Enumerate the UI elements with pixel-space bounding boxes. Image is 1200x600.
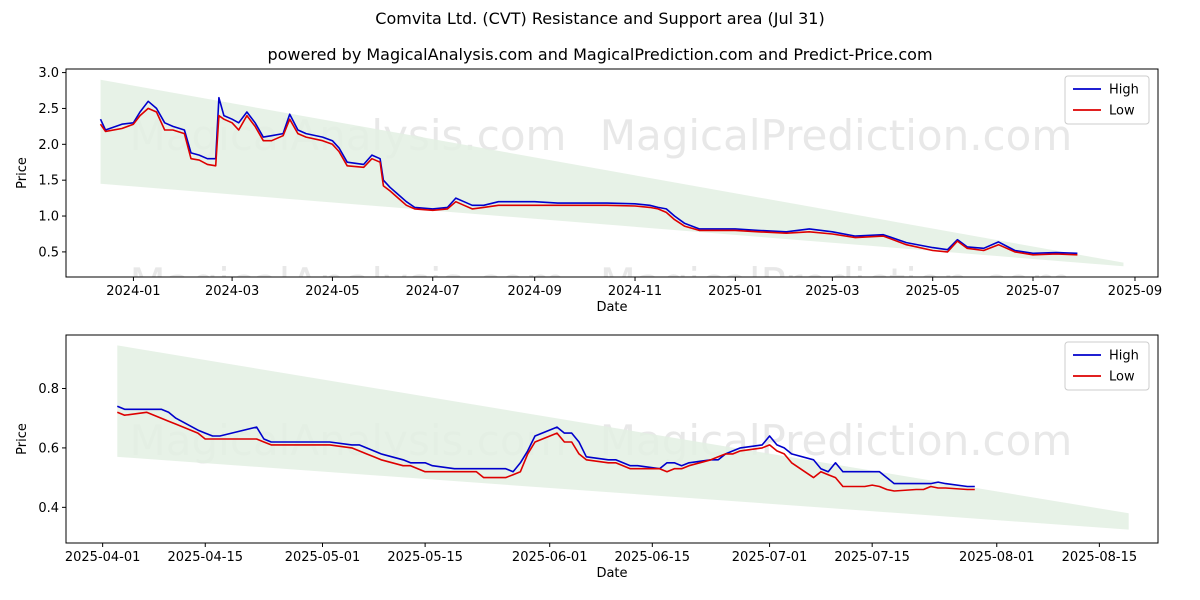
x-tick-label: 2025-03 [805,284,859,299]
y-axis-label: Price [15,423,30,455]
watermark-text: MagicalAnalysis.com [130,259,567,308]
chart-subtitle: powered by MagicalAnalysis.com and Magic… [267,45,933,64]
support-resistance-band [100,79,1124,267]
x-tick-label: 2025-09 [1108,284,1162,299]
x-axis-label: Date [596,566,627,581]
y-tick-label: 0.4 [38,501,59,516]
y-tick-label: 2.0 [38,138,59,153]
x-tick-label: 2025-06-01 [512,550,588,565]
legend-box [1064,75,1150,125]
legend-label-low: Low [1109,370,1135,385]
x-tick-label: 2024-09 [508,284,562,299]
y-tick-label: 1.0 [38,210,59,225]
legend-box [1064,341,1150,391]
chart-panel-1: MagicalAnalysis.com MagicalPrediction.com… [15,66,1162,315]
high-series-line [99,96,1078,255]
legend-label-high: High [1109,349,1139,364]
x-tick-label: 2024-03 [205,284,259,299]
low-series-line [99,107,1078,256]
x-tick-label: 2024-01 [106,284,160,299]
support-resistance-band [117,345,1129,530]
x-tick-label: 2025-07 [1006,284,1060,299]
x-tick-label: 2025-04-01 [65,550,141,565]
x-tick-label: 2025-05 [906,284,960,299]
plot-frame [65,68,1159,278]
high-series-line [116,405,975,488]
x-tick-label: 2025-08-15 [1062,550,1138,565]
chart-panel-2: MagicalAnalysis.comMagicalPrediction.com… [15,334,1159,581]
x-tick-label: 2024-11 [608,284,662,299]
plot-frame [65,334,1159,544]
x-tick-label: 2025-07-01 [732,550,808,565]
legend: High Low [1064,341,1150,391]
watermark-text: MagicalPrediction.com [600,111,1073,160]
x-tick-label: 2025-07-15 [834,550,910,565]
legend: High Low [1064,75,1150,125]
chart-title: Comvita Ltd. (CVT) Resistance and Suppor… [375,9,825,28]
legend-label-low: Low [1109,104,1135,119]
y-tick-label: 0.6 [38,441,59,456]
x-axis-label: Date [596,300,627,315]
y-tick-label: 0.8 [38,382,59,397]
y-axis-label: Price [15,157,30,189]
x-tick-label: 2024-05 [305,284,359,299]
y-tick-label: 0.5 [38,245,59,260]
x-tick-label: 2025-06-15 [615,550,691,565]
x-tick-label: 2025-05-01 [285,550,361,565]
x-tick-label: 2024-07 [406,284,460,299]
x-tick-label: 2025-01 [708,284,762,299]
y-tick-label: 3.0 [38,66,59,81]
legend-label-high: High [1109,83,1139,98]
x-tick-label: 2025-08-01 [959,550,1035,565]
x-tick-label: 2025-05-15 [387,550,463,565]
y-tick-label: 2.5 [38,102,59,117]
y-tick-label: 1.5 [38,174,59,189]
watermark-text: MagicalPrediction.com [600,259,1073,308]
low-series-line [117,411,975,492]
x-tick-label: 2025-04-15 [167,550,243,565]
